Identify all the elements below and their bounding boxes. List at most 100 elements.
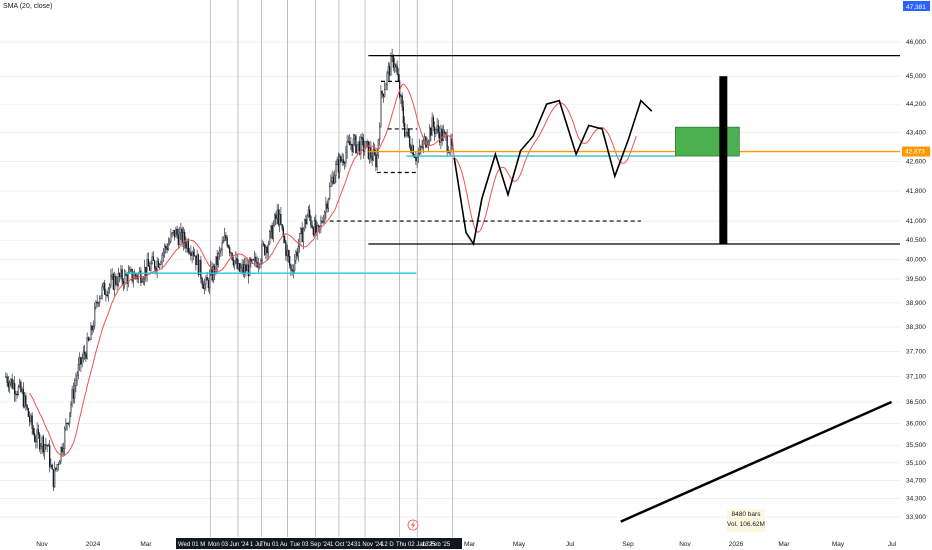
candle-body bbox=[316, 225, 318, 233]
candle-body bbox=[362, 138, 365, 152]
top-price-badge bbox=[903, 1, 930, 11]
candle-body bbox=[307, 209, 310, 217]
candle-body bbox=[176, 228, 178, 235]
candle-body bbox=[322, 221, 325, 223]
candle-body bbox=[421, 146, 423, 148]
volume-label: Vol. 106.62M bbox=[727, 521, 765, 528]
time-tick-label: Nov bbox=[679, 541, 691, 548]
price-tick-label: 37,100 bbox=[906, 374, 926, 381]
projection-path[interactable] bbox=[453, 99, 653, 247]
candle-body bbox=[50, 464, 52, 468]
current-price-badge-label: 42,873 bbox=[905, 149, 925, 156]
candle-body bbox=[292, 270, 295, 272]
candle-body bbox=[343, 162, 346, 164]
candle-body bbox=[195, 255, 197, 266]
candle-body bbox=[132, 278, 135, 282]
candle-body bbox=[340, 156, 342, 162]
candle-body bbox=[375, 154, 377, 168]
candle-body bbox=[178, 232, 181, 245]
candle-body bbox=[248, 258, 251, 277]
candle-body bbox=[155, 267, 157, 271]
candle-body bbox=[351, 143, 353, 152]
candle-body bbox=[267, 243, 270, 253]
candle-body bbox=[225, 235, 227, 239]
target-box bbox=[674, 126, 740, 157]
candle-body bbox=[272, 224, 275, 239]
candle-body bbox=[395, 64, 397, 67]
candle-body bbox=[111, 274, 113, 277]
trend-line[interactable] bbox=[620, 400, 893, 523]
candle-body bbox=[182, 232, 185, 245]
candle-body bbox=[263, 244, 266, 255]
candle-body bbox=[77, 364, 80, 376]
indicator-label[interactable]: SMA (20, close) bbox=[3, 3, 53, 10]
candle-body bbox=[196, 254, 198, 266]
candle-body bbox=[353, 135, 356, 140]
candle-body bbox=[37, 429, 40, 435]
price-axis[interactable] bbox=[900, 0, 932, 550]
candle-body bbox=[436, 125, 438, 130]
candle-body bbox=[388, 66, 391, 76]
candle-body bbox=[35, 441, 37, 443]
candle-body bbox=[265, 247, 267, 255]
horizontal-levels[interactable] bbox=[124, 54, 902, 274]
candle-body bbox=[227, 245, 230, 248]
candle-body bbox=[320, 220, 322, 227]
candle-body bbox=[308, 209, 311, 217]
candle-body bbox=[222, 240, 225, 244]
candle-body bbox=[416, 157, 418, 161]
candle-body bbox=[360, 136, 362, 155]
candle-body bbox=[98, 298, 101, 303]
candle-body bbox=[151, 256, 153, 264]
candle-body bbox=[233, 260, 236, 266]
candle-body bbox=[78, 357, 81, 365]
time-tick-label: Jul bbox=[566, 541, 575, 548]
candle-body bbox=[206, 277, 208, 281]
candle-body bbox=[197, 254, 200, 275]
candle-body bbox=[20, 381, 22, 392]
candle-body bbox=[380, 91, 382, 128]
candle-body bbox=[358, 141, 361, 155]
candle-body bbox=[291, 269, 293, 272]
candle-body bbox=[262, 243, 265, 245]
candle-body bbox=[446, 135, 448, 152]
time-axis[interactable]: Nov 2024 Mar May Jul Sep Nov 2026 Mar May Jul Wed 0… bbox=[0, 519, 900, 550]
candle-body bbox=[63, 428, 66, 449]
candle-body bbox=[430, 127, 432, 136]
candle-body bbox=[177, 234, 180, 245]
candle-body bbox=[295, 251, 297, 261]
candle-body bbox=[376, 155, 378, 168]
candle-body bbox=[41, 437, 43, 447]
candle-body bbox=[247, 264, 250, 277]
time-tick-label: Mar bbox=[778, 541, 790, 548]
candle-body bbox=[171, 232, 173, 235]
candle-body bbox=[450, 138, 452, 152]
candle-body bbox=[310, 216, 312, 226]
candle-body bbox=[167, 243, 170, 251]
candle-body bbox=[341, 159, 343, 162]
candle-body bbox=[371, 156, 373, 161]
candle-body bbox=[23, 395, 26, 407]
candle-body bbox=[403, 122, 406, 137]
candle-body bbox=[372, 149, 375, 161]
candle-body bbox=[323, 211, 326, 222]
candle-body bbox=[121, 269, 123, 282]
candle-body bbox=[26, 404, 28, 409]
candlesticks bbox=[5, 48, 453, 492]
target-zone[interactable] bbox=[674, 76, 740, 245]
price-tick-label: 33,900 bbox=[906, 514, 926, 521]
candle-body bbox=[401, 95, 403, 108]
candle-body bbox=[56, 464, 58, 470]
candle-body bbox=[221, 242, 223, 251]
candle-body bbox=[57, 464, 60, 466]
candle-body bbox=[148, 266, 151, 271]
candle-body bbox=[73, 385, 76, 399]
candle-body bbox=[392, 55, 395, 68]
candle-body bbox=[440, 128, 442, 143]
candle-body bbox=[112, 274, 115, 290]
candle-body bbox=[406, 128, 408, 133]
candle-body bbox=[268, 231, 271, 245]
candle-body bbox=[190, 252, 192, 256]
candle-body bbox=[18, 381, 21, 387]
